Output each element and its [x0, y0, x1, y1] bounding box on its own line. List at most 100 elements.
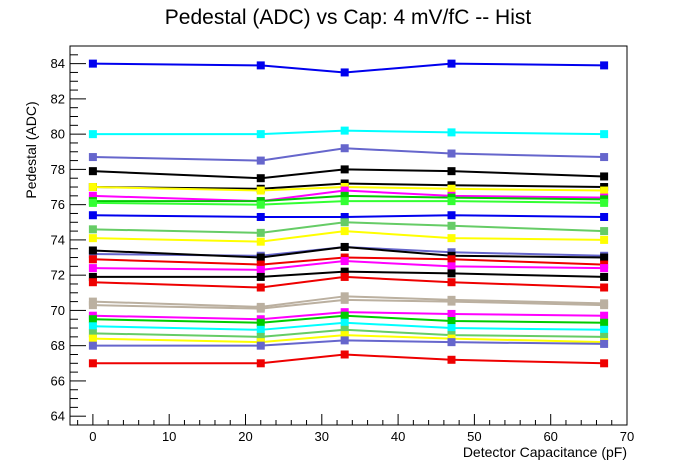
data-point	[256, 341, 265, 350]
data-point	[340, 318, 349, 327]
data-point	[256, 253, 265, 262]
series-layer	[88, 59, 609, 368]
data-point	[88, 246, 97, 255]
data-point	[600, 130, 609, 139]
data-point	[447, 316, 456, 325]
data-point	[447, 269, 456, 278]
data-point	[600, 318, 609, 327]
data-point	[256, 61, 265, 70]
data-point	[447, 234, 456, 243]
data-point	[600, 283, 609, 292]
data-point	[340, 311, 349, 320]
data-point	[88, 130, 97, 139]
data-point	[256, 200, 265, 209]
data-point	[447, 167, 456, 176]
data-point	[447, 324, 456, 333]
data-point	[600, 339, 609, 348]
data-point	[256, 304, 265, 313]
x-tick-label: 20	[238, 429, 252, 444]
data-point	[340, 218, 349, 227]
y-tick-label: 84	[51, 56, 65, 71]
x-tick-label: 50	[467, 429, 481, 444]
data-point	[447, 211, 456, 220]
data-point	[340, 325, 349, 334]
data-point	[447, 338, 456, 347]
series-18	[88, 272, 609, 292]
data-point	[88, 191, 97, 200]
data-point	[88, 322, 97, 331]
x-tick-label: 40	[391, 429, 405, 444]
data-point	[600, 186, 609, 195]
y-tick-label: 64	[51, 409, 65, 424]
y-tick-label: 78	[51, 162, 65, 177]
data-point	[88, 341, 97, 350]
x-tick-label: 70	[620, 429, 634, 444]
y-tick-label: 72	[51, 268, 65, 283]
data-point	[340, 331, 349, 340]
data-point	[447, 149, 456, 158]
data-point	[88, 234, 97, 243]
data-point	[340, 144, 349, 153]
data-point	[600, 198, 609, 207]
data-point	[447, 184, 456, 193]
data-point	[600, 253, 609, 262]
data-point	[340, 295, 349, 304]
data-point	[256, 237, 265, 246]
data-point	[256, 332, 265, 341]
data-point	[447, 355, 456, 364]
data-point	[340, 272, 349, 281]
data-point	[256, 212, 265, 221]
data-point	[256, 174, 265, 183]
data-point	[600, 325, 609, 334]
data-point	[340, 267, 349, 276]
data-point	[340, 227, 349, 236]
series-23	[88, 318, 609, 334]
data-point	[600, 264, 609, 273]
data-point	[340, 242, 349, 251]
data-point	[340, 126, 349, 135]
series-22	[88, 311, 609, 327]
y-tick-label: 76	[51, 197, 65, 212]
data-point	[88, 167, 97, 176]
data-point	[340, 212, 349, 221]
series-11	[88, 218, 609, 237]
data-point	[340, 68, 349, 77]
data-point	[600, 359, 609, 368]
data-point	[88, 198, 97, 207]
data-point	[88, 264, 97, 273]
data-point	[88, 359, 97, 368]
data-point	[256, 260, 265, 269]
y-tick-label: 82	[51, 91, 65, 106]
data-point	[88, 211, 97, 220]
data-point	[88, 153, 97, 162]
plot-frame	[69, 45, 628, 426]
x-tick-label: 30	[315, 429, 329, 444]
y-tick-label: 68	[51, 338, 65, 353]
series-16	[88, 257, 609, 274]
series-20	[88, 295, 609, 313]
data-point	[447, 262, 456, 271]
data-point	[447, 255, 456, 264]
data-point	[447, 59, 456, 68]
series-17	[88, 267, 609, 281]
data-point	[600, 172, 609, 181]
data-point	[256, 156, 265, 165]
data-point	[88, 225, 97, 234]
series-26	[88, 336, 609, 350]
data-point	[340, 186, 349, 195]
chart-title: Pedestal (ADC) vs Cap: 4 mV/fC -- Hist	[165, 6, 532, 29]
series-3	[88, 144, 609, 165]
y-axis-title: Pedestal (ADC)	[23, 101, 39, 198]
data-point	[88, 329, 97, 338]
series-4	[88, 165, 609, 183]
x-tick-label: 0	[89, 429, 96, 444]
data-point	[88, 334, 97, 343]
data-point	[447, 278, 456, 287]
data-point	[256, 283, 265, 292]
y-tick-label: 70	[51, 303, 65, 318]
data-point	[88, 278, 97, 287]
series-1	[88, 59, 609, 77]
data-point	[447, 309, 456, 318]
y-tick-label: 74	[51, 232, 65, 247]
